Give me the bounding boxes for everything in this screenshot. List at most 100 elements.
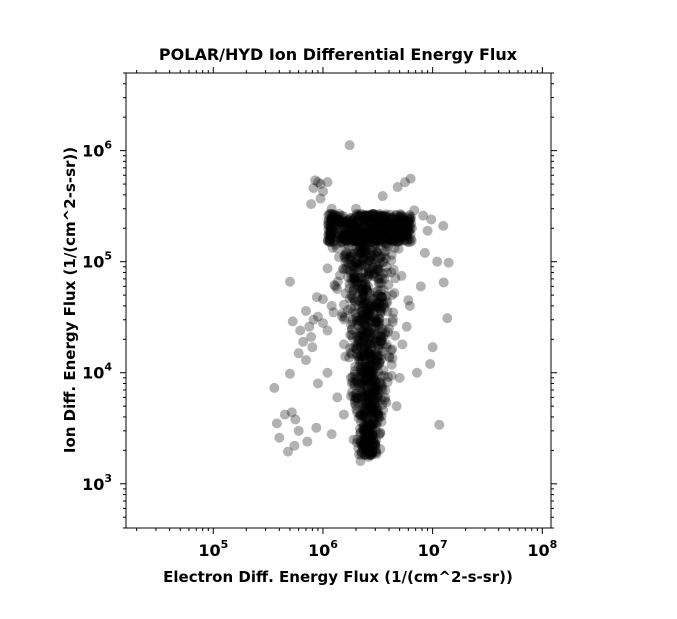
data-point: [347, 332, 358, 343]
data-point: [338, 236, 349, 247]
data-point: [322, 263, 333, 274]
data-point: [357, 230, 368, 241]
data-point: [340, 229, 351, 240]
data-point: [344, 251, 355, 262]
data-point: [376, 326, 387, 337]
data-point: [438, 277, 449, 288]
data-point: [376, 292, 387, 303]
data-point: [350, 230, 361, 241]
data-point: [332, 228, 343, 239]
data-point: [391, 214, 402, 225]
data-point: [368, 407, 379, 418]
data-point: [376, 301, 387, 312]
x-axis-label: Electron Diff. Energy Flux (1/(cm^2-s-sr…: [163, 568, 513, 586]
data-point: [362, 440, 373, 451]
data-point: [329, 237, 340, 248]
data-point: [331, 243, 342, 254]
data-point: [360, 418, 371, 429]
data-point: [349, 236, 360, 247]
data-point: [338, 233, 349, 244]
data-point: [355, 325, 366, 336]
data-point: [367, 418, 378, 429]
data-point: [396, 228, 407, 239]
data-point: [378, 298, 389, 309]
data-point: [367, 233, 378, 244]
data-point: [358, 335, 369, 346]
data-point: [369, 313, 380, 324]
data-point: [360, 311, 371, 322]
data-point: [364, 227, 375, 238]
data-point: [379, 222, 390, 233]
data-point: [387, 213, 398, 224]
data-point: [338, 232, 349, 243]
data-point: [362, 386, 373, 397]
data-point: [376, 394, 387, 405]
data-point: [374, 317, 385, 328]
data-point: [357, 226, 368, 237]
data-point: [356, 391, 367, 402]
data-point: [405, 229, 416, 240]
data-point: [359, 420, 370, 431]
data-point: [341, 235, 352, 246]
data-point: [383, 240, 394, 251]
data-point: [359, 405, 370, 416]
data-point: [381, 217, 392, 228]
data-point: [370, 386, 381, 397]
data-point: [372, 264, 383, 275]
data-point: [363, 361, 374, 372]
data-point: [367, 433, 378, 444]
data-point: [395, 210, 406, 221]
data-point: [361, 258, 372, 269]
data-point: [365, 209, 376, 220]
data-point: [387, 221, 398, 232]
data-point: [381, 397, 392, 408]
data-point: [358, 425, 369, 436]
data-point: [368, 413, 379, 424]
data-point: [382, 297, 393, 308]
data-point: [380, 218, 391, 229]
data-point: [361, 233, 372, 244]
data-point: [351, 230, 362, 241]
data-point: [362, 391, 373, 402]
data-point: [386, 214, 397, 225]
data-point: [371, 390, 382, 401]
data-point: [362, 224, 373, 235]
data-point: [371, 337, 382, 348]
data-point: [371, 447, 382, 458]
data-point: [395, 209, 406, 220]
data-point: [356, 234, 367, 245]
data-point: [312, 177, 323, 188]
data-point: [358, 290, 369, 301]
data-point: [323, 216, 334, 227]
data-point: [360, 241, 371, 252]
data-point: [370, 418, 381, 429]
data-point: [367, 208, 378, 219]
data-point: [350, 258, 361, 269]
data-point: [339, 312, 350, 323]
data-point: [362, 345, 373, 356]
data-point: [308, 183, 319, 194]
data-point: [406, 212, 417, 223]
data-point: [405, 220, 416, 231]
data-point: [357, 340, 368, 351]
data-point: [368, 230, 379, 241]
data-point: [361, 315, 372, 326]
data-point: [350, 341, 361, 352]
data-point: [358, 419, 369, 430]
data-point: [333, 218, 344, 229]
data-point: [359, 423, 370, 434]
data-point: [354, 351, 365, 362]
data-point: [369, 368, 380, 379]
data-point: [369, 238, 380, 249]
data-point: [339, 222, 350, 233]
data-point: [365, 367, 376, 378]
data-point: [347, 221, 358, 232]
data-point: [367, 430, 378, 441]
data-point: [363, 281, 374, 292]
data-point: [393, 223, 404, 234]
data-point: [404, 237, 415, 248]
data-point: [355, 232, 366, 243]
data-point: [358, 230, 369, 241]
data-point: [365, 210, 376, 221]
data-point: [284, 276, 295, 287]
